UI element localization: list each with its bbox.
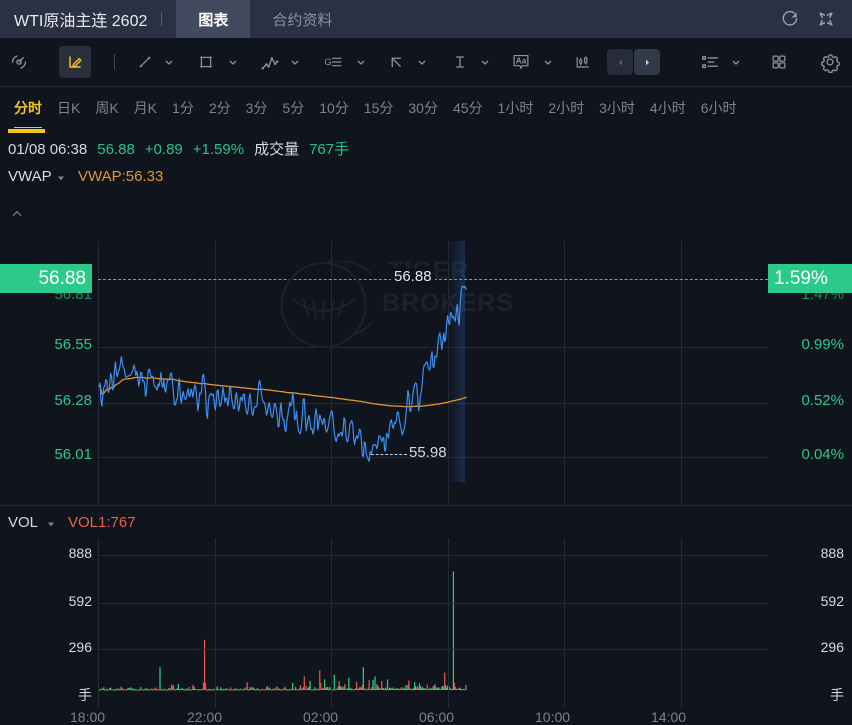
svg-text:Aa: Aa [516, 57, 527, 66]
svg-text:G: G [324, 57, 331, 68]
